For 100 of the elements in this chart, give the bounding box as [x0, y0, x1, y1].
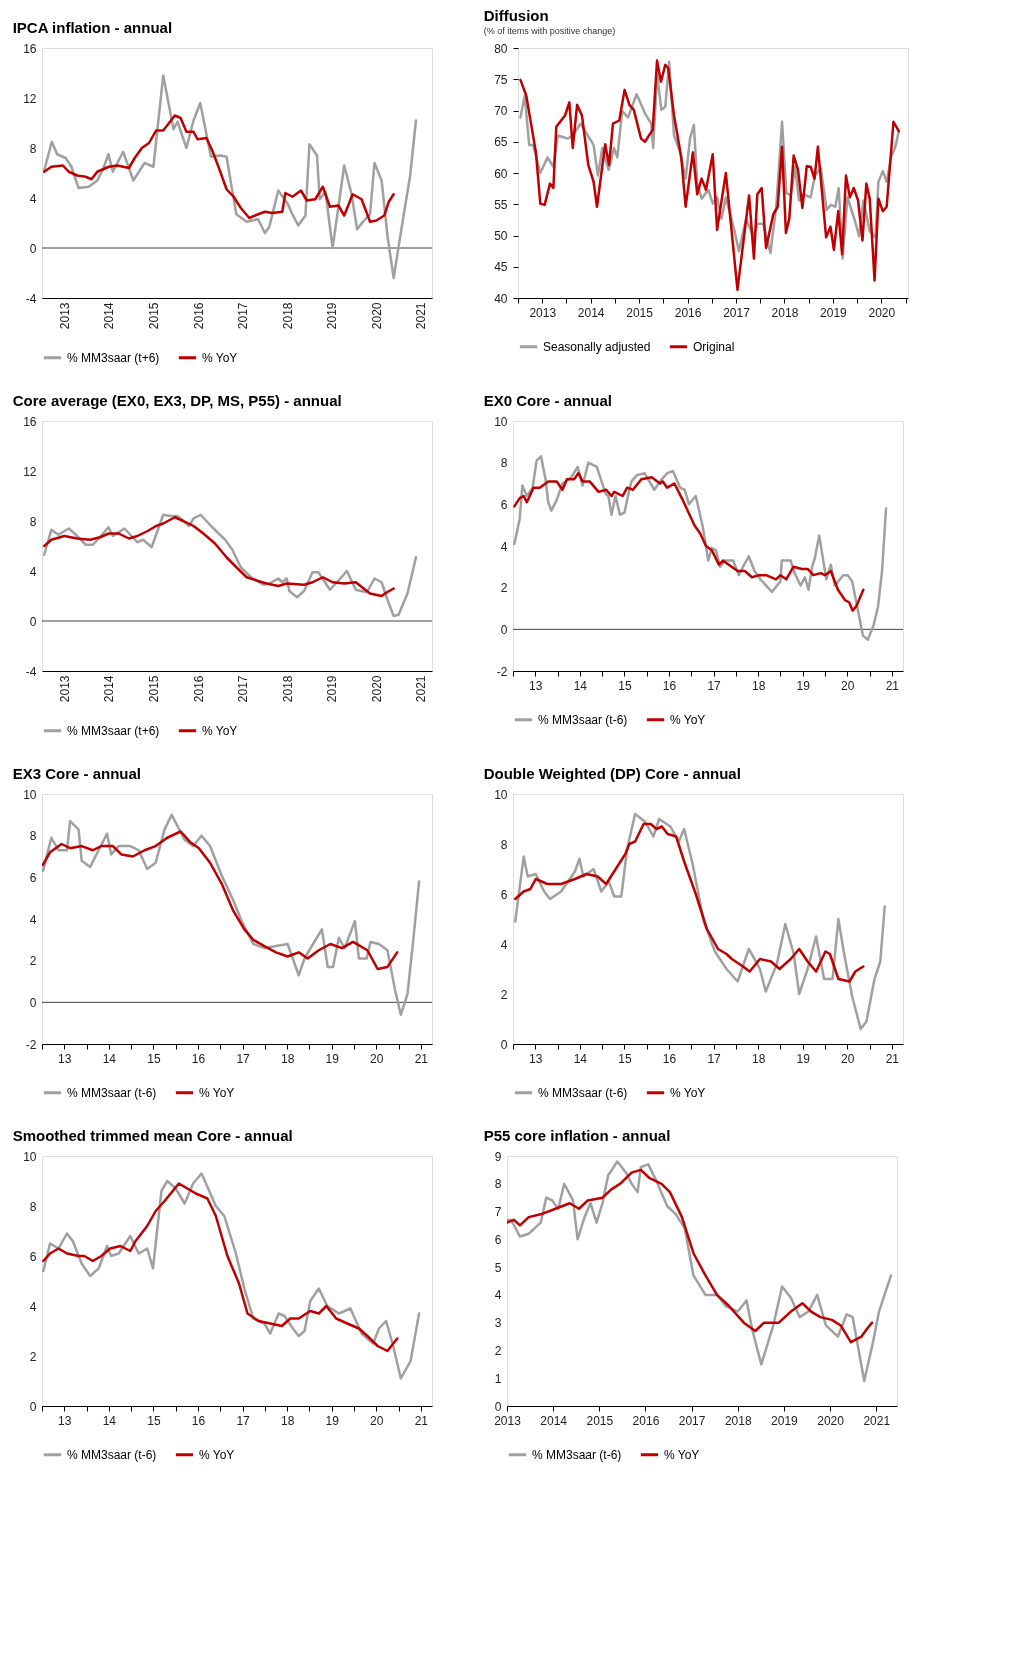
x-tick-label: 2018 — [280, 302, 295, 330]
x-tick-label: 2021 — [863, 1413, 891, 1428]
y-tick-label: 0 — [29, 995, 37, 1010]
y-tick-label: 40 — [494, 291, 508, 306]
x-tick-label: 2019 — [325, 302, 340, 330]
x-tick-label: 2020 — [369, 302, 384, 330]
y-tick-label: 65 — [494, 135, 508, 150]
x-tick-label: 2020 — [868, 305, 896, 320]
y-tick-label: 4 — [500, 937, 508, 952]
y-tick-label: 10 — [23, 787, 37, 802]
x-tick-label: 2017 — [678, 1413, 706, 1428]
legend-label: % MM3saar (t-6) — [538, 1085, 628, 1100]
y-tick-label: 16 — [23, 41, 37, 56]
line-series — [513, 455, 888, 641]
y-tick-label: 45 — [494, 260, 508, 275]
y-tick-label: 8 — [494, 1177, 502, 1192]
line-series — [42, 1182, 399, 1353]
x-tick-label: 21 — [414, 1051, 429, 1066]
x-tick-label: 13 — [58, 1051, 72, 1066]
chart-title: Smoothed trimmed mean Core - annual — [12, 1127, 293, 1144]
line-series — [507, 1168, 874, 1344]
y-tick-label: 4 — [29, 191, 37, 206]
y-tick-label: 6 — [500, 497, 508, 512]
y-tick-label: 80 — [494, 41, 508, 56]
legend-label: % MM3saar (t-6) — [538, 712, 628, 727]
y-tick-label: 0 — [29, 241, 37, 256]
x-tick-label: 2021 — [414, 302, 429, 330]
chart-title: EX3 Core - annual — [12, 765, 142, 782]
x-tick-label: 2019 — [820, 305, 848, 320]
legend-label: Original — [693, 339, 735, 354]
x-tick-label: 2014 — [102, 675, 117, 703]
line-series — [42, 114, 395, 223]
x-tick-label: 2013 — [529, 305, 557, 320]
y-tick-label: 9 — [494, 1149, 502, 1164]
line-series — [42, 813, 421, 1017]
x-tick-label: 13 — [529, 678, 543, 693]
y-tick-label: 10 — [494, 414, 508, 429]
x-tick-label: 2015 — [626, 305, 654, 320]
legend-label: % YoY — [670, 712, 706, 727]
y-tick-label: 55 — [494, 197, 508, 212]
x-tick-label: 13 — [58, 1413, 72, 1428]
y-tick-label: 70 — [494, 104, 508, 118]
x-tick-label: 20 — [370, 1413, 384, 1428]
x-tick-label: 2019 — [771, 1413, 799, 1428]
y-tick-label: 6 — [500, 887, 508, 902]
x-tick-label: 2016 — [191, 302, 206, 330]
x-tick-label: 18 — [280, 1413, 295, 1428]
legend-label: % MM3saar (t+6) — [67, 723, 160, 738]
chart-title: Core average (EX0, EX3, DP, MS, P55) - annual — [12, 392, 342, 409]
x-tick-label: 16 — [662, 1051, 677, 1066]
x-tick-label: 15 — [618, 678, 632, 693]
x-tick-label: 15 — [618, 1051, 632, 1066]
y-tick-label: -2 — [496, 664, 508, 679]
x-tick-label: 17 — [236, 1413, 251, 1428]
x-tick-label: 2013 — [494, 1413, 522, 1428]
y-tick-label: -4 — [25, 664, 37, 679]
line-series — [42, 74, 418, 280]
y-tick-label: 4 — [29, 912, 37, 927]
y-tick-label: 6 — [29, 1249, 37, 1264]
y-tick-label: 2 — [494, 1343, 502, 1358]
x-tick-label: 20 — [370, 1051, 384, 1066]
x-tick-label: 2017 — [723, 305, 751, 320]
x-tick-label: 21 — [885, 678, 900, 693]
x-tick-label: 2014 — [540, 1413, 568, 1428]
line-series — [513, 822, 865, 983]
y-tick-label: 2 — [29, 1349, 37, 1364]
y-tick-label: 8 — [29, 1199, 37, 1214]
y-tick-label: -2 — [25, 1037, 37, 1052]
legend-label: % YoY — [202, 723, 238, 738]
x-tick-label: 2018 — [280, 675, 295, 703]
y-tick-label: 8 — [500, 456, 508, 471]
y-tick-label: 60 — [494, 166, 508, 181]
y-tick-label: 16 — [23, 414, 37, 429]
chart-title: Double Weighted (DP) Core - annual — [483, 765, 741, 782]
line-series — [507, 1160, 893, 1383]
x-tick-label: 17 — [707, 1051, 722, 1066]
x-tick-label: 15 — [147, 1051, 161, 1066]
y-tick-label: 0 — [29, 614, 37, 629]
x-tick-label: 2015 — [586, 1413, 614, 1428]
x-tick-label: 17 — [707, 678, 722, 693]
y-tick-label: 7 — [494, 1205, 502, 1220]
y-tick-label: 0 — [494, 1399, 502, 1414]
x-tick-label: 2015 — [146, 302, 161, 330]
y-tick-label: 12 — [23, 464, 37, 479]
y-tick-label: 10 — [494, 787, 508, 802]
x-tick-label: 16 — [191, 1413, 206, 1428]
y-tick-label: 8 — [29, 829, 37, 844]
x-tick-label: 2013 — [57, 302, 72, 330]
y-tick-label: 4 — [494, 1288, 502, 1303]
y-tick-label: 12 — [23, 91, 37, 106]
x-tick-label: 2014 — [102, 302, 117, 330]
x-tick-label: 2017 — [236, 675, 251, 703]
chart-title: Diffusion — [483, 7, 549, 24]
y-tick-label: 8 — [29, 514, 37, 529]
line-series — [513, 471, 865, 612]
legend-label: % YoY — [664, 1447, 700, 1462]
x-tick-label: 2014 — [577, 305, 605, 320]
x-tick-label: 19 — [325, 1413, 340, 1428]
legend-label: Seasonally adjusted — [543, 339, 651, 354]
y-tick-label: 2 — [500, 987, 508, 1002]
